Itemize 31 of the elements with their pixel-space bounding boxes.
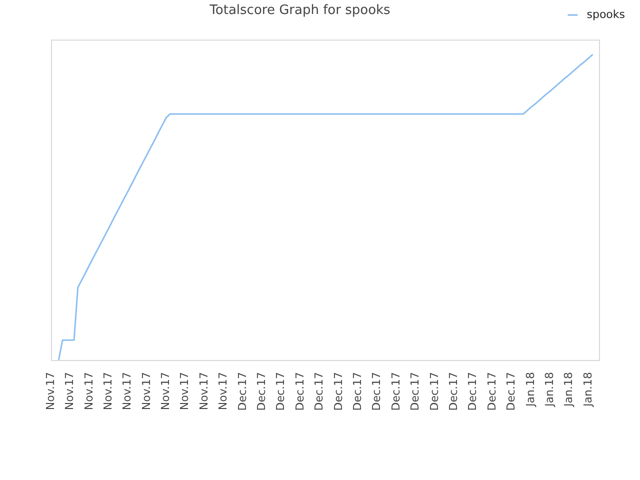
x-tick-label: Dec.17 — [428, 372, 441, 411]
x-tick-label: Dec.17 — [389, 372, 402, 411]
x-tick-label: Dec.17 — [332, 372, 345, 411]
x-tick-label: Nov.17 — [140, 372, 153, 410]
x-tick-label: Jan.18 — [542, 372, 556, 408]
x-tick-label: Nov.17 — [44, 372, 57, 410]
x-tick-label: Dec.17 — [446, 372, 460, 411]
x-tick-label: Nov.17 — [101, 372, 114, 410]
x-tick-label: Dec.17 — [236, 372, 249, 411]
x-tick-label: Jan.18 — [524, 372, 537, 408]
x-tick-label: Dec.17 — [350, 372, 364, 411]
x-tick-label: Jan.18 — [562, 372, 576, 408]
x-tick-label: Nov.17 — [63, 372, 76, 410]
legend-label: spooks — [586, 8, 626, 21]
x-tick-label: Dec.17 — [466, 372, 480, 411]
x-tick-label: Nov.17 — [159, 372, 172, 410]
x-tick-label: Dec.17 — [485, 372, 498, 411]
x-tick-label: Dec.17 — [255, 372, 268, 411]
x-tick-label: Nov.17 — [197, 372, 210, 410]
x-tick-label: Nov.17 — [82, 372, 96, 410]
x-tick-label: Dec.17 — [504, 372, 518, 411]
x-tick-label: Dec.17 — [293, 372, 306, 411]
x-tick-label: Dec.17 — [370, 372, 384, 411]
x-tick-label: Nov.17 — [178, 372, 192, 410]
x-tick-label: Nov.17 — [216, 372, 230, 410]
x-tick-label: Dec.17 — [312, 372, 326, 411]
x-tick-label: Dec.17 — [408, 372, 422, 411]
chart-title: Totalscore Graph for spooks — [208, 3, 391, 18]
x-tick-label: Nov.17 — [120, 372, 134, 410]
x-tick-label: Dec.17 — [274, 372, 288, 411]
x-tick-label: Jan.18 — [581, 372, 594, 408]
